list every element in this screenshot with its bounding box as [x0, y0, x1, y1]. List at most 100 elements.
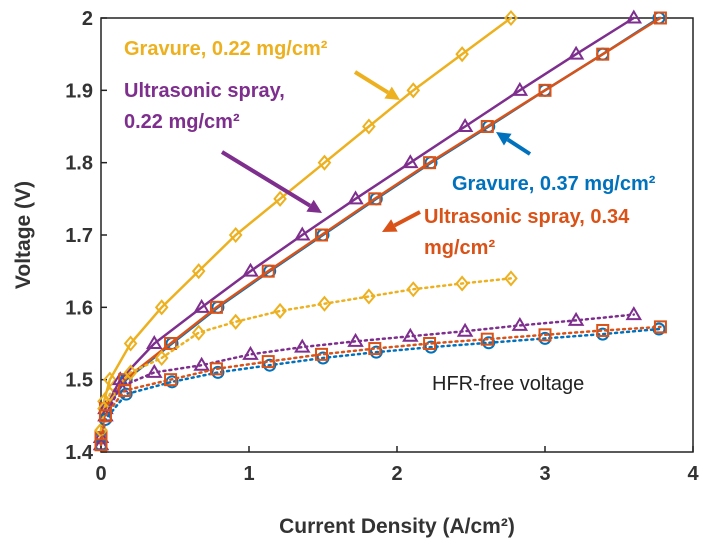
arrow-shaft — [506, 137, 532, 156]
marker — [242, 345, 259, 360]
plot-frame — [100, 17, 694, 453]
marker — [596, 47, 610, 61]
arrow-shaft — [220, 150, 312, 208]
marker — [164, 373, 178, 387]
marker — [406, 82, 421, 99]
marker — [193, 298, 210, 313]
series-line — [99, 313, 636, 447]
marker — [146, 335, 163, 349]
x-tick-label: 3 — [539, 463, 550, 485]
arrow-shaft — [353, 70, 390, 95]
marker — [368, 192, 382, 206]
marker — [567, 45, 585, 60]
marker — [191, 324, 206, 341]
marker — [347, 190, 364, 205]
marker — [261, 355, 275, 369]
marker — [456, 322, 474, 337]
x-tick-label: 4 — [687, 463, 699, 485]
marker — [424, 340, 438, 354]
marker — [164, 337, 178, 350]
marker — [273, 190, 287, 207]
annotation: HFR-free voltage — [432, 373, 584, 395]
marker — [154, 299, 169, 316]
marker — [625, 9, 643, 24]
marker — [191, 263, 206, 280]
y-tick-label: 2 — [82, 8, 93, 30]
marker — [482, 336, 496, 350]
marker — [511, 316, 529, 331]
marker — [347, 332, 364, 347]
marker — [402, 327, 419, 342]
y-tick-label: 1.8 — [65, 153, 93, 175]
marker — [154, 349, 169, 367]
arrow-head — [382, 219, 398, 232]
marker — [369, 345, 383, 359]
arrow-head — [496, 132, 512, 146]
marker — [455, 46, 469, 63]
x-tick-label: 1 — [243, 463, 254, 485]
marker — [317, 295, 332, 312]
marker — [242, 262, 259, 277]
marker — [423, 337, 437, 350]
annotation: 0.22 mg/cm² — [124, 111, 240, 133]
marker — [406, 281, 421, 298]
marker — [211, 365, 225, 379]
annotation: Gravure, 0.22 mg/cm² — [124, 38, 328, 60]
marker — [209, 362, 223, 376]
marker — [263, 358, 277, 372]
marker — [538, 83, 552, 97]
annotation: Gravure, 0.37 mg/cm² — [452, 173, 656, 195]
marker — [123, 335, 138, 352]
marker — [511, 81, 529, 96]
marker — [317, 154, 332, 171]
y-tick-label: 1.7 — [65, 225, 93, 247]
marker — [538, 328, 552, 342]
marker — [193, 356, 210, 371]
marker — [653, 11, 667, 25]
marker — [273, 302, 287, 319]
annotation: mg/cm² — [424, 237, 495, 259]
marker — [652, 322, 666, 336]
marker — [294, 338, 311, 353]
marker — [316, 351, 330, 365]
marker — [261, 264, 275, 278]
marker — [294, 226, 311, 241]
marker — [596, 323, 610, 337]
series-line — [99, 327, 661, 447]
marker — [504, 9, 518, 27]
marker — [362, 118, 376, 135]
marker — [368, 342, 382, 356]
marker — [315, 347, 329, 361]
annotation: Ultrasonic spray, 0.34 — [424, 206, 630, 228]
series-line — [99, 16, 513, 432]
series-line — [99, 325, 662, 447]
arrow-shaft — [393, 210, 421, 228]
marker — [480, 332, 494, 346]
marker — [480, 120, 494, 133]
x-tick-label: 2 — [391, 463, 402, 485]
series-line — [99, 277, 513, 432]
annotation: Ultrasonic spray, — [124, 80, 285, 102]
y-tick-label: 1.9 — [65, 80, 93, 102]
arrow-head — [384, 86, 400, 100]
y-tick-label: 1.4 — [65, 442, 94, 464]
marker — [456, 118, 474, 132]
y-tick-label: 1.5 — [65, 370, 93, 392]
marker — [455, 275, 469, 292]
marker — [315, 228, 329, 242]
marker — [98, 409, 112, 423]
marker — [146, 363, 163, 378]
marker — [118, 384, 132, 398]
x-axis-label: Current Density (A/cm²) — [279, 515, 515, 538]
series-line — [99, 16, 662, 439]
x-tick-label: 0 — [95, 463, 106, 485]
y-tick-label: 1.6 — [65, 297, 93, 319]
marker — [402, 154, 419, 169]
arrow-head — [306, 199, 322, 213]
marker — [625, 306, 643, 321]
marker — [94, 438, 108, 452]
marker — [228, 313, 243, 330]
marker — [228, 226, 243, 244]
marker — [362, 288, 376, 305]
